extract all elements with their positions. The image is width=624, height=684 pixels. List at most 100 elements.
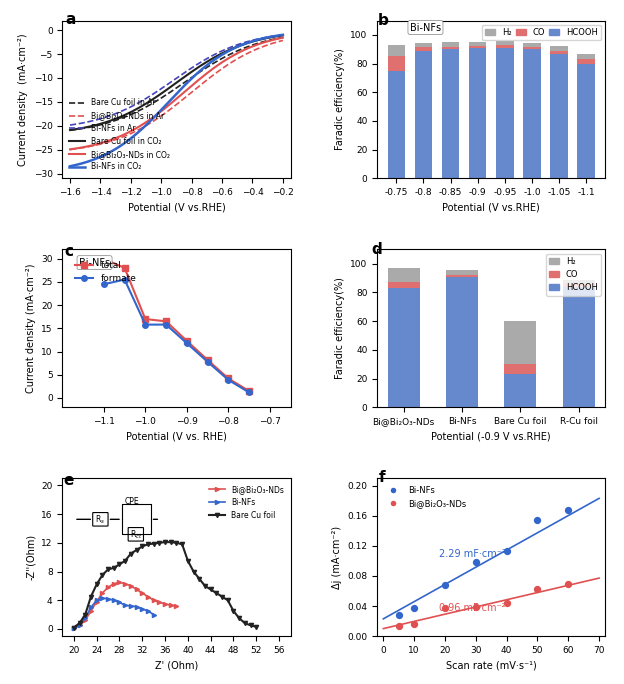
Bar	[504, 374, 537, 407]
total	[100, 254, 107, 263]
Bar	[446, 270, 478, 274]
Bare Cu foil	[115, 560, 123, 568]
Bare Cu foil	[253, 622, 260, 631]
formate	[121, 276, 129, 284]
Bar	[504, 364, 537, 374]
Bi@Bi₂O₃-NDs	[173, 602, 180, 610]
Text: c: c	[64, 244, 74, 259]
Bare Cu foil	[178, 540, 186, 549]
Bar	[469, 46, 487, 48]
formate	[245, 389, 253, 397]
Bi@Bi₂O₃-NDs	[76, 621, 83, 629]
Bi@Bi₂O₃-NDs	[150, 596, 157, 605]
Bare Cu foil	[133, 546, 140, 554]
Bar	[415, 51, 432, 179]
Bi@Bi₂O₃-NDs	[127, 582, 135, 590]
Bare Cu foil	[87, 592, 95, 601]
Bare Cu foil	[184, 557, 192, 565]
Text: 0.96 mF·cm⁻²: 0.96 mF·cm⁻²	[439, 603, 505, 613]
Bar	[446, 276, 478, 407]
Bare Cu foil	[110, 564, 117, 572]
Bar	[442, 49, 459, 179]
Bar	[523, 49, 541, 179]
X-axis label: Potential (V vs.RHE): Potential (V vs.RHE)	[442, 202, 540, 213]
X-axis label: Scan rate (mV·s⁻¹): Scan rate (mV·s⁻¹)	[446, 660, 537, 670]
Bar	[550, 53, 568, 179]
Text: 2.29 mF·cm⁻²: 2.29 mF·cm⁻²	[439, 549, 505, 560]
Text: e: e	[64, 473, 74, 488]
Point	[394, 621, 404, 632]
Bare Cu foil	[235, 614, 243, 622]
Bare Cu foil	[167, 538, 175, 547]
Legend: Bi@Bi₂O₃-NDs, Bi-NFs, Bare Cu foil: Bi@Bi₂O₃-NDs, Bi-NFs, Bare Cu foil	[207, 482, 286, 523]
total	[245, 387, 253, 395]
Legend: Bi-NFs, Bi@Bi₂O₃-NDs: Bi-NFs, Bi@Bi₂O₃-NDs	[381, 482, 470, 511]
Line: formate: formate	[101, 277, 252, 395]
Bi@Bi₂O₃-NDs	[115, 578, 123, 586]
Bar	[388, 282, 420, 288]
Legend: Bare Cu foil in Ar, Bi@Bi₂O₃-NDs in Ar, Bi-NFs in Ar, Bare Cu foil in CO₂, Bi@Bi: Bare Cu foil in Ar, Bi@Bi₂O₃-NDs in Ar, …	[66, 95, 173, 174]
Text: Bi-NFs: Bi-NFs	[410, 23, 441, 33]
Point	[563, 578, 573, 589]
Bar	[577, 53, 595, 60]
Bi-NFs	[133, 603, 140, 611]
Point	[440, 579, 450, 590]
Bar	[550, 46, 568, 51]
X-axis label: Z' (Ohm): Z' (Ohm)	[155, 660, 198, 670]
Bi-NFs	[139, 605, 146, 613]
Bar	[388, 45, 405, 56]
Text: d: d	[371, 241, 383, 256]
Point	[502, 546, 512, 557]
Bar	[523, 47, 541, 49]
Bare Cu foil	[195, 575, 203, 583]
formate	[100, 280, 107, 289]
Point	[394, 609, 404, 620]
Bi@Bi₂O₃-NDs	[93, 598, 100, 606]
total	[162, 317, 170, 326]
Point	[440, 602, 450, 613]
Bi-NFs	[99, 594, 106, 602]
Bar	[523, 44, 541, 47]
total	[121, 264, 129, 272]
Bar	[577, 60, 595, 64]
Bar	[563, 280, 595, 284]
Bare Cu foil	[76, 619, 83, 627]
Bar	[563, 287, 595, 407]
Text: a: a	[66, 12, 76, 27]
Bi@Bi₂O₃-NDs	[139, 589, 146, 597]
total	[183, 337, 190, 345]
total	[225, 374, 232, 382]
formate	[225, 376, 232, 384]
Bi-NFs	[144, 607, 152, 615]
Line: Bare Cu foil: Bare Cu foil	[72, 540, 258, 629]
Bar	[442, 42, 459, 47]
Bi@Bi₂O₃-NDs	[144, 592, 152, 601]
Bi@Bi₂O₃-NDs	[133, 586, 140, 594]
Bare Cu foil	[230, 607, 237, 615]
Bar	[388, 268, 420, 282]
Bare Cu foil	[201, 582, 208, 590]
Bi@Bi₂O₃-NDs	[70, 624, 77, 632]
X-axis label: Potential (V vs. RHE): Potential (V vs. RHE)	[126, 432, 227, 441]
Text: b: b	[378, 13, 388, 28]
Bar	[446, 274, 478, 276]
Bar	[388, 288, 420, 407]
Bar	[577, 64, 595, 179]
Bare Cu foil	[93, 580, 100, 588]
Bare Cu foil	[122, 557, 129, 565]
Bi@Bi₂O₃-NDs	[87, 607, 95, 615]
Bar	[469, 48, 487, 179]
Legend: H₂, CO, HCOOH: H₂, CO, HCOOH	[546, 254, 601, 295]
Bare Cu foil	[241, 619, 248, 627]
Text: Bi-NFs: Bi-NFs	[79, 258, 110, 267]
Bi@Bi₂O₃-NDs	[99, 589, 106, 597]
Bi-NFs	[70, 624, 77, 632]
Bar	[504, 321, 537, 364]
Line: Bi@Bi₂O₃-NDs: Bi@Bi₂O₃-NDs	[72, 580, 178, 631]
Bi@Bi₂O₃-NDs	[155, 598, 163, 607]
Legend: H₂, CO, HCOOH: H₂, CO, HCOOH	[482, 25, 601, 40]
Point	[409, 602, 419, 613]
Bar	[496, 45, 514, 48]
Point	[502, 598, 512, 609]
Point	[471, 557, 481, 568]
